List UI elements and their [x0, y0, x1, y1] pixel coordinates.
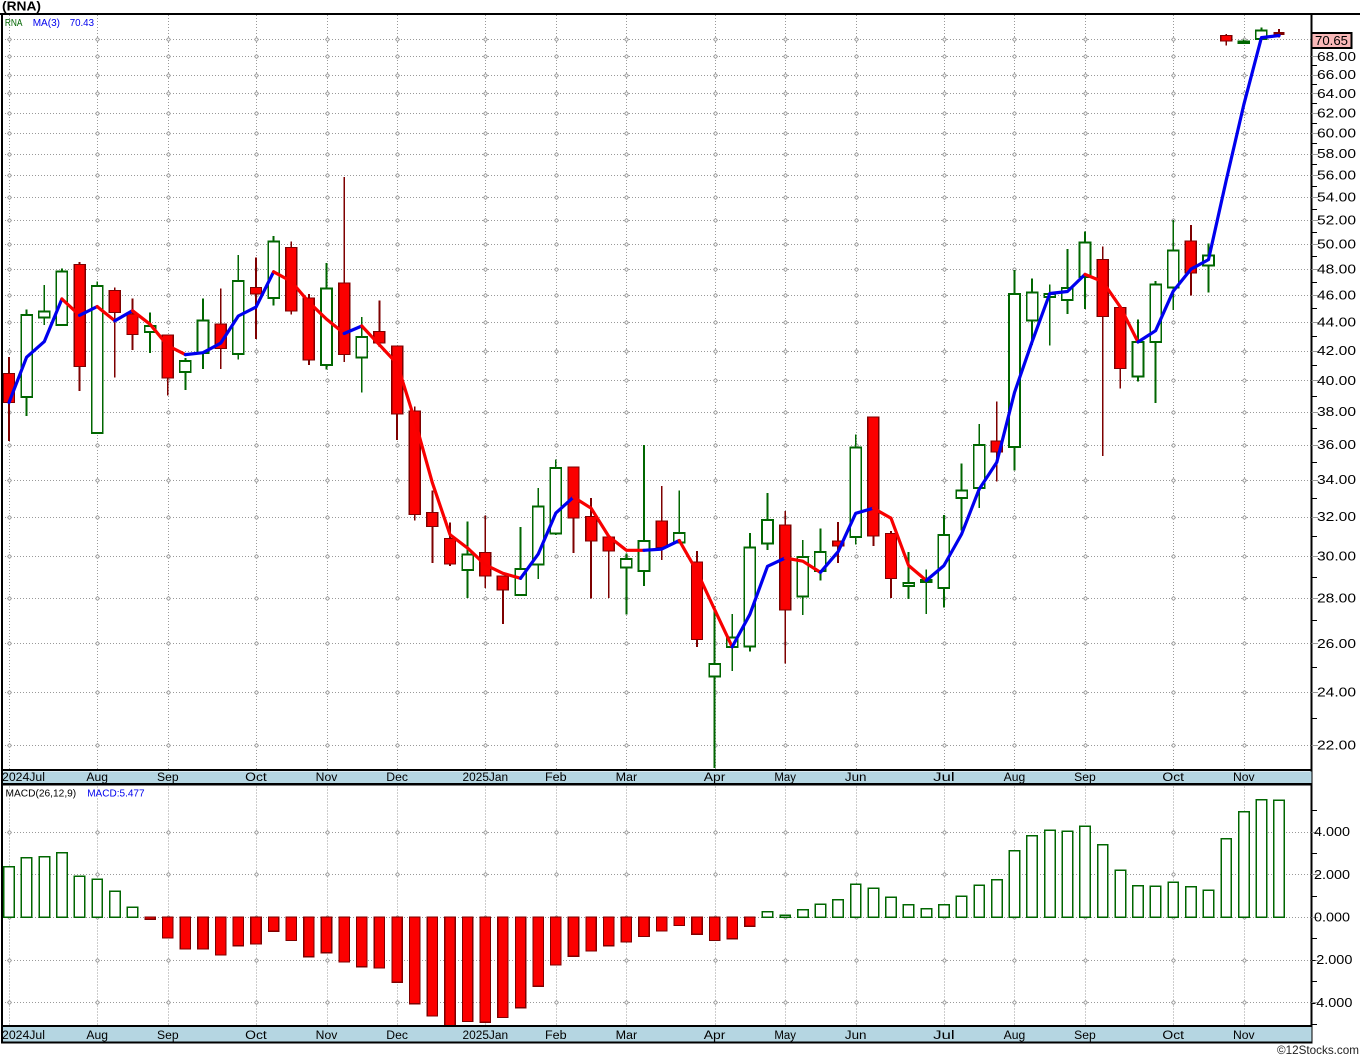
- svg-text:Apr: Apr: [704, 1030, 726, 1042]
- svg-text:Jul: Jul: [933, 1030, 955, 1042]
- svg-text:2025Jan: 2025Jan: [463, 1030, 509, 1042]
- svg-text:Nov: Nov: [1233, 772, 1255, 784]
- svg-text:Dec: Dec: [386, 772, 408, 784]
- svg-text:2.000: 2.000: [1314, 868, 1350, 882]
- svg-text:0.000: 0.000: [1314, 911, 1350, 925]
- svg-text:Jul: Jul: [933, 772, 955, 784]
- svg-text:38.00: 38.00: [1317, 405, 1356, 419]
- svg-text:Jun: Jun: [845, 772, 867, 784]
- svg-text:24.00: 24.00: [1317, 686, 1356, 700]
- svg-text:Mar: Mar: [616, 1030, 638, 1042]
- svg-text:Oct: Oct: [1162, 772, 1185, 784]
- svg-text:34.00: 34.00: [1317, 473, 1356, 487]
- svg-text:62.00: 62.00: [1317, 106, 1356, 120]
- svg-text:Sep: Sep: [1074, 772, 1096, 784]
- svg-text:26.00: 26.00: [1317, 637, 1356, 651]
- svg-text:44.00: 44.00: [1317, 316, 1356, 330]
- svg-text:64.00: 64.00: [1317, 87, 1356, 101]
- svg-text:Feb: Feb: [545, 772, 567, 784]
- svg-text:Nov: Nov: [1233, 1030, 1255, 1042]
- svg-text:52.00: 52.00: [1317, 214, 1356, 228]
- svg-text:2025Jan: 2025Jan: [463, 772, 509, 784]
- svg-text:54.00: 54.00: [1317, 191, 1356, 205]
- svg-text:Nov: Nov: [316, 772, 338, 784]
- svg-text:Aug: Aug: [86, 772, 108, 784]
- svg-text:32.00: 32.00: [1317, 510, 1356, 524]
- svg-text:46.00: 46.00: [1317, 289, 1356, 303]
- svg-text:MACD(26,12,9): MACD(26,12,9): [6, 788, 77, 800]
- svg-text:50.00: 50.00: [1317, 238, 1356, 252]
- svg-text:-2.000: -2.000: [1311, 953, 1352, 967]
- svg-text:66.00: 66.00: [1317, 68, 1356, 82]
- svg-text:MA(3): MA(3): [33, 17, 60, 29]
- svg-text:42.00: 42.00: [1317, 344, 1356, 358]
- svg-text:22.00: 22.00: [1317, 739, 1356, 753]
- svg-text:May: May: [774, 772, 796, 784]
- svg-text:Aug: Aug: [86, 1030, 108, 1042]
- svg-text:56.00: 56.00: [1317, 168, 1356, 182]
- svg-text:Oct: Oct: [1162, 1030, 1185, 1042]
- svg-text:Aug: Aug: [1004, 772, 1026, 784]
- svg-text:Sep: Sep: [157, 1030, 179, 1042]
- svg-text:Oct: Oct: [245, 1030, 268, 1042]
- svg-text:(RNA): (RNA): [2, 0, 41, 14]
- svg-text:Sep: Sep: [1074, 1030, 1096, 1042]
- svg-text:Feb: Feb: [545, 1030, 567, 1042]
- svg-text:36.00: 36.00: [1317, 438, 1356, 452]
- svg-text:Nov: Nov: [316, 1030, 338, 1042]
- svg-text:MACD:5.477: MACD:5.477: [87, 788, 145, 800]
- svg-text:40.00: 40.00: [1317, 374, 1356, 388]
- svg-text:70.65: 70.65: [1315, 34, 1348, 48]
- svg-text:58.00: 58.00: [1317, 147, 1356, 161]
- svg-text:48.00: 48.00: [1317, 263, 1356, 277]
- svg-text:30.00: 30.00: [1317, 549, 1356, 563]
- svg-text:60.00: 60.00: [1317, 126, 1356, 140]
- svg-text:Jun: Jun: [845, 1030, 867, 1042]
- svg-text:Oct: Oct: [245, 772, 268, 784]
- svg-text:Mar: Mar: [616, 772, 638, 784]
- svg-text:©12Stocks.com: ©12Stocks.com: [1277, 1043, 1359, 1056]
- svg-text:2024Jul: 2024Jul: [2, 772, 45, 784]
- svg-text:May: May: [774, 1030, 796, 1042]
- svg-text:2024Jul: 2024Jul: [2, 1030, 45, 1042]
- svg-text:4.000: 4.000: [1314, 825, 1350, 839]
- svg-text:RNA: RNA: [5, 17, 23, 29]
- svg-text:Apr: Apr: [704, 772, 726, 784]
- svg-text:68.00: 68.00: [1317, 50, 1356, 64]
- svg-text:Sep: Sep: [157, 772, 179, 784]
- svg-text:Dec: Dec: [386, 1030, 408, 1042]
- svg-text:-4.000: -4.000: [1311, 996, 1352, 1010]
- svg-text:70.43: 70.43: [70, 17, 94, 29]
- svg-text:28.00: 28.00: [1317, 592, 1356, 606]
- svg-text:Aug: Aug: [1004, 1030, 1026, 1042]
